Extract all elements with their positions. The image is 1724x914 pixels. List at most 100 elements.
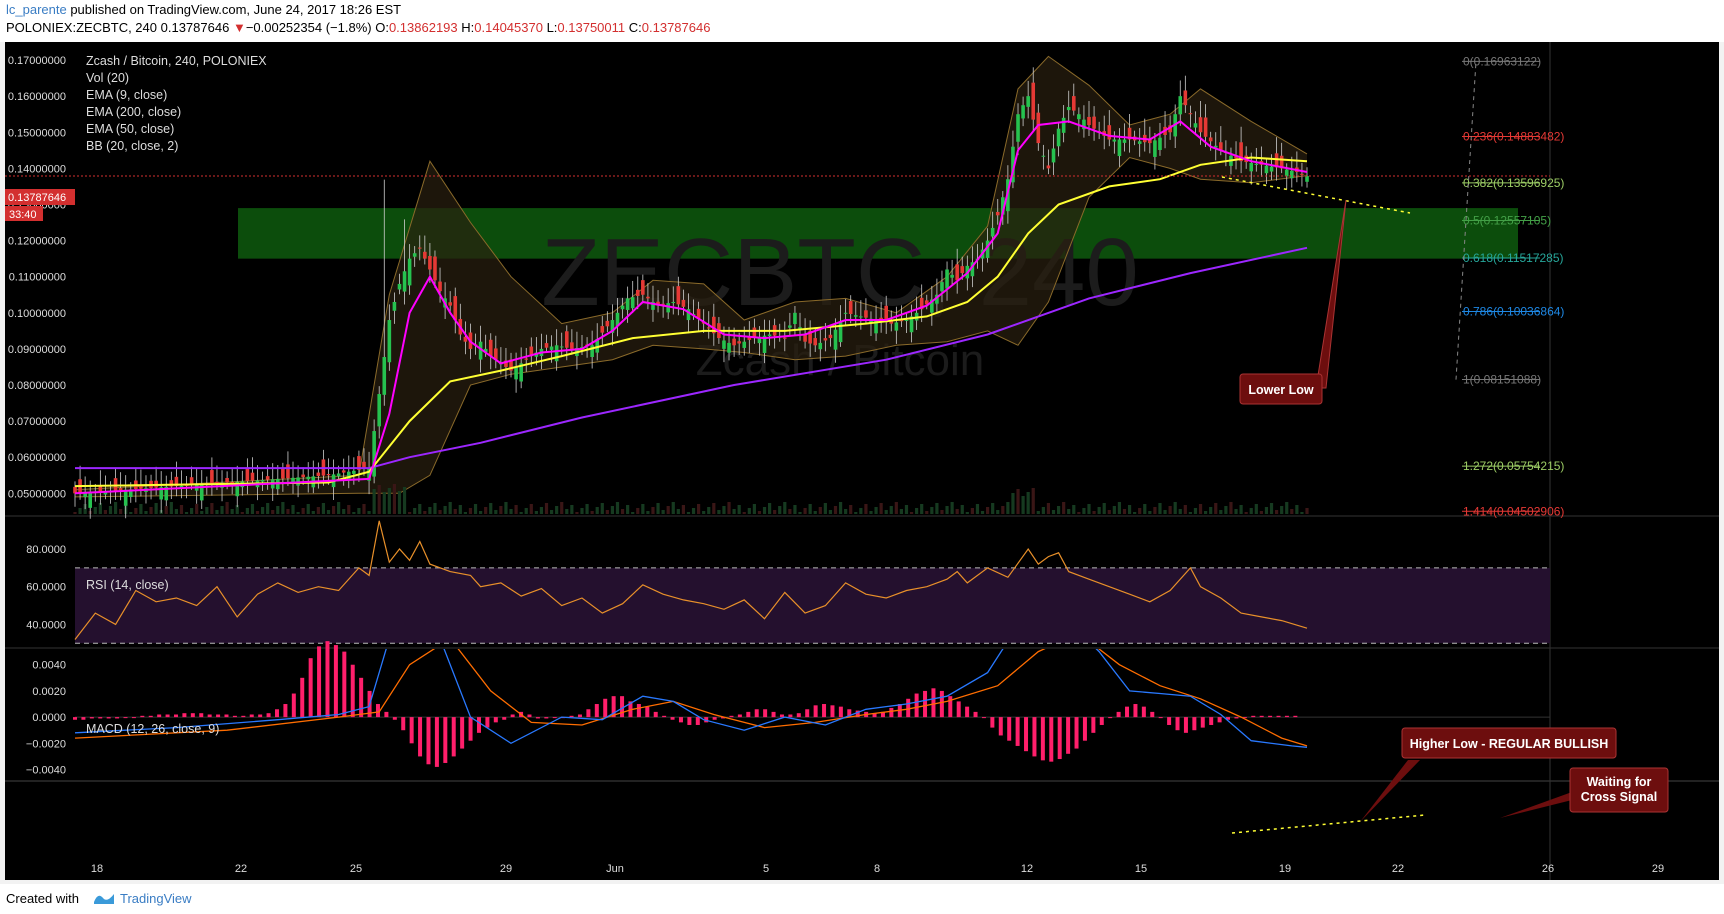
candle-body: [1234, 156, 1238, 159]
volume-bar: [549, 510, 554, 514]
price-axis-tick: 0.12000000: [8, 236, 66, 248]
volume-bar: [1249, 508, 1253, 514]
volume-bar: [970, 508, 974, 514]
volume-bar: [555, 506, 559, 514]
volume-bar: [499, 506, 503, 514]
volume-bar: [813, 511, 817, 514]
volume-bar: [737, 505, 741, 514]
macd-histogram-bar: [1234, 717, 1239, 719]
volume-bar: [448, 502, 452, 514]
legend-ema9: EMA (9, close): [86, 88, 167, 102]
volume-bar: [859, 508, 863, 514]
author-link[interactable]: lc_parente: [6, 2, 67, 17]
volume-bar: [823, 503, 827, 514]
candle-body: [1036, 112, 1041, 144]
volume-bar: [844, 509, 848, 514]
candle-body: [818, 342, 823, 350]
macd-histogram-bar: [1242, 717, 1247, 719]
fib-trend-line: [1455, 61, 1477, 380]
macd-histogram-bar: [998, 717, 1003, 736]
macd-histogram-bar: [771, 711, 776, 718]
candle-body: [98, 485, 103, 492]
volume-bar: [1274, 510, 1279, 514]
time-axis-tick: 8: [874, 863, 880, 875]
volume-bar: [747, 508, 751, 514]
macd-histogram-bar: [426, 717, 431, 765]
volume-bar: [230, 509, 234, 514]
last-price: 0.13787646: [160, 20, 230, 35]
rsi-axis-tick: 40.0000: [26, 619, 66, 631]
time-axis-tick: 26: [1542, 863, 1554, 875]
candle-body: [833, 329, 838, 350]
candle-body: [793, 312, 797, 325]
volume-bar: [1285, 502, 1289, 514]
macd-histogram-bar: [199, 713, 204, 718]
volume-bar: [565, 509, 569, 514]
macd-lines: [75, 649, 1308, 748]
macd-histogram-bar: [232, 715, 237, 718]
macd-histogram-bar: [1074, 717, 1079, 749]
legend-vol: Vol (20): [86, 71, 129, 85]
price-axis-tick: 0.15000000: [8, 127, 66, 139]
volume-bar: [402, 487, 407, 514]
volume-bar: [428, 507, 432, 514]
macd-histogram-bar: [274, 709, 279, 718]
macd-histogram-bar: [392, 717, 397, 720]
candle-body: [706, 327, 711, 329]
macd-histogram-bar: [460, 717, 465, 749]
tradingview-link[interactable]: TradingView: [120, 891, 192, 906]
macd-histogram-bar: [241, 715, 246, 718]
candle-body: [889, 320, 894, 324]
macd-histogram-bar: [418, 717, 423, 757]
waiting-callout: [1569, 767, 1669, 813]
volume-bar: [413, 508, 417, 514]
candle-body: [1269, 166, 1274, 172]
volume-bar: [271, 510, 275, 514]
fib-level-label: 0.786(0.10036864): [1463, 304, 1564, 318]
fib-level-label: 0.382(0.13596925): [1463, 176, 1564, 190]
macd-histogram-bar: [325, 641, 330, 718]
candle-body: [423, 251, 427, 259]
macd-histogram-bar: [906, 698, 911, 718]
macd-histogram-bar: [830, 705, 835, 718]
candle-body: [1254, 163, 1259, 165]
open-value: 0.13862193: [388, 20, 458, 35]
volume-bar: [78, 508, 82, 514]
volume-bar: [210, 503, 214, 514]
candle-body: [402, 271, 407, 292]
volume-bar: [1001, 506, 1005, 514]
candle-body: [570, 342, 574, 349]
volume-bar: [1016, 489, 1020, 514]
macd-signal-line: [75, 649, 1308, 747]
time-axis-tick: 18: [91, 863, 103, 875]
candle-body: [554, 345, 559, 362]
volume-bar: [732, 509, 736, 514]
volume-bar: [453, 509, 457, 514]
volume-bar: [1077, 512, 1081, 514]
candle-body: [1077, 114, 1081, 120]
price-axis-tick: 0.06000000: [8, 452, 66, 464]
volume-bar: [833, 506, 838, 514]
volume-bar: [235, 505, 239, 514]
volume-bar: [119, 509, 123, 514]
macd-histogram-bar: [249, 714, 254, 718]
volume-bar: [960, 505, 964, 514]
candle-body: [1112, 139, 1117, 142]
candle-body: [767, 334, 772, 337]
candle-body: [1153, 140, 1157, 157]
volume-bar: [757, 511, 762, 514]
macd-histogram-bar: [1209, 717, 1214, 725]
candle-body: [306, 476, 311, 480]
price-axis-tick: 0.17000000: [8, 55, 66, 67]
candle-body: [722, 340, 726, 349]
candle-body: [412, 253, 417, 257]
fib-level-label: 0.5(0.12557105): [1463, 213, 1551, 227]
macd-histogram-bar: [291, 693, 296, 718]
ema-200-line: [75, 246, 1308, 470]
volume-bar: [387, 488, 391, 514]
candle-body: [783, 337, 787, 339]
candle-body: [686, 309, 691, 321]
volume-bar: [149, 507, 153, 514]
candle-body: [215, 481, 219, 484]
